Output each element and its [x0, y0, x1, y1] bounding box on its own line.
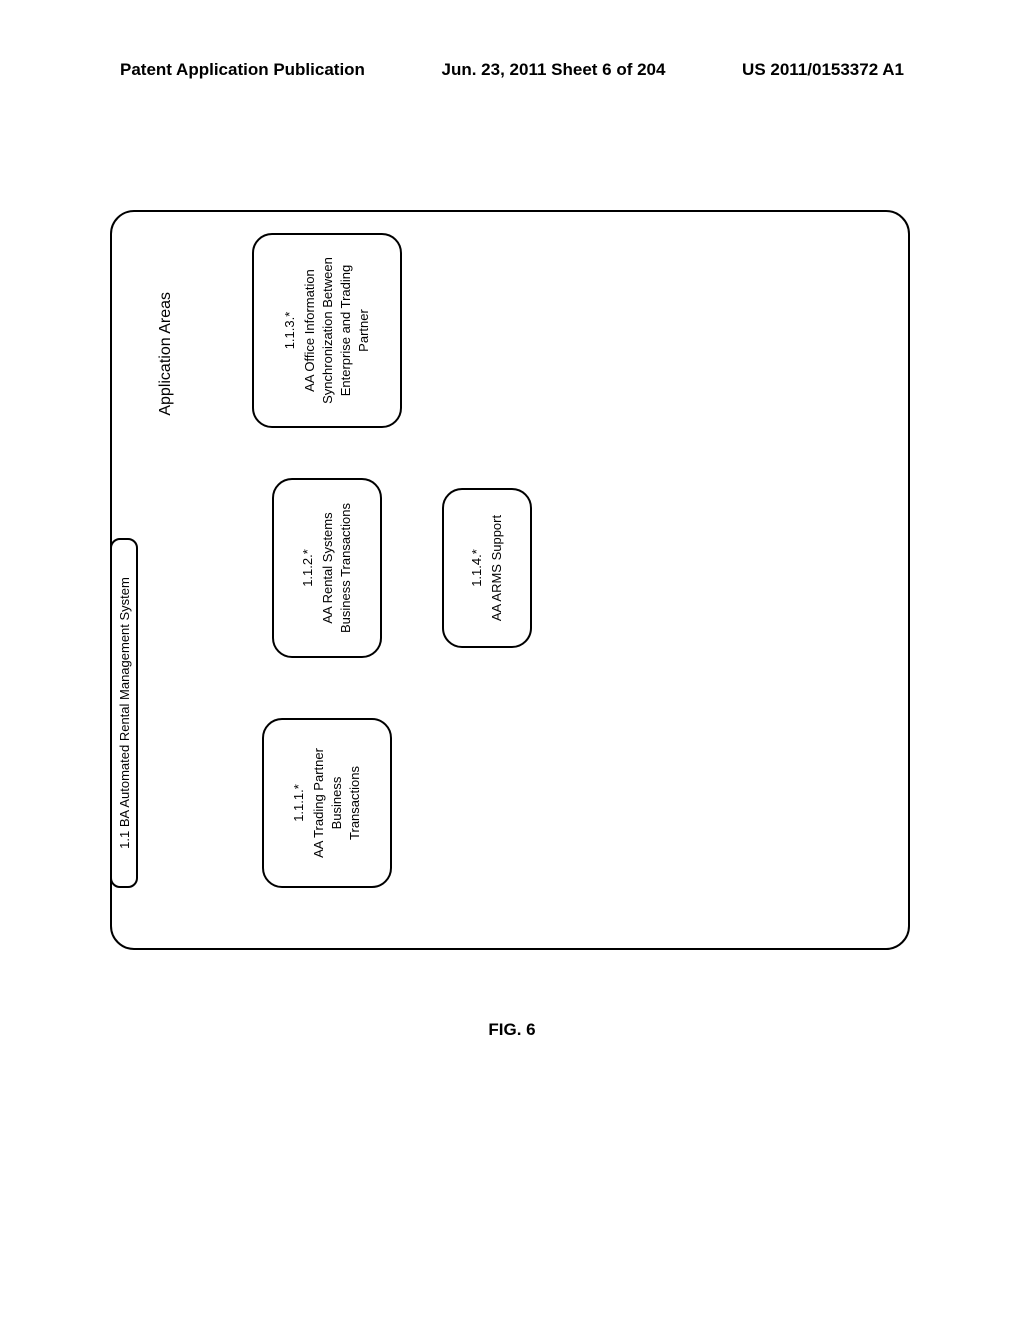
- header-right: US 2011/0153372 A1: [742, 60, 904, 80]
- outer-title: 1.1 BA Automated Rental Management Syste…: [110, 538, 138, 888]
- header-left: Patent Application Publication: [120, 60, 365, 80]
- page-header: Patent Application Publication Jun. 23, …: [0, 60, 1024, 80]
- outer-frame: 1.1 BA Automated Rental Management Syste…: [110, 210, 910, 950]
- diagram-rotated: 1.1 BA Automated Rental Management Syste…: [110, 210, 910, 950]
- figure-caption: FIG. 6: [0, 1020, 1024, 1040]
- section-label: Application Areas: [157, 292, 175, 416]
- box-2-label: AA Rental SystemsBusiness Transactions: [319, 503, 355, 633]
- box-1: 1.1.1.* AA Trading PartnerBusinessTransa…: [262, 718, 392, 888]
- box-2-num: 1.1.2.*: [299, 549, 317, 587]
- box-1-label: AA Trading PartnerBusinessTransactions: [310, 748, 365, 858]
- box-4-num: 1.1.4.*: [468, 549, 486, 587]
- diagram-area: 1.1 BA Automated Rental Management Syste…: [140, 180, 880, 980]
- box-3: 1.1.3.* AA Office InformationSynchroniza…: [252, 233, 402, 428]
- box-2: 1.1.2.* AA Rental SystemsBusiness Transa…: [272, 478, 382, 658]
- box-1-num: 1.1.1.*: [290, 784, 308, 822]
- box-3-label: AA Office InformationSynchronization Bet…: [301, 257, 374, 404]
- outer-title-text: 1.1 BA Automated Rental Management Syste…: [117, 577, 132, 849]
- header-center: Jun. 23, 2011 Sheet 6 of 204: [442, 60, 666, 80]
- box-3-num: 1.1.3.*: [281, 312, 299, 350]
- box-4: 1.1.4.* AA ARMS Support: [442, 488, 532, 648]
- box-4-label: AA ARMS Support: [488, 515, 506, 621]
